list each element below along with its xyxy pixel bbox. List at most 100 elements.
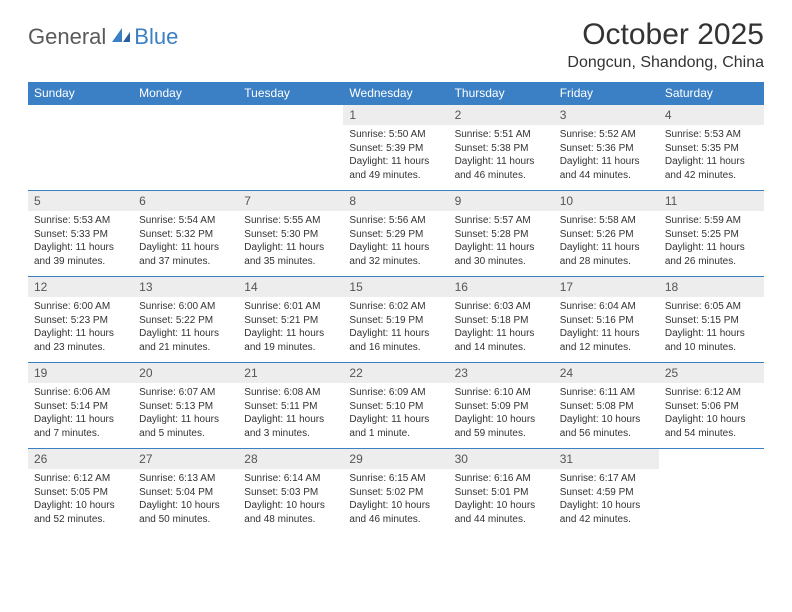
day-ss: Sunset: 5:21 PM <box>244 314 337 328</box>
day-number: 12 <box>28 277 133 297</box>
day-header: Saturday <box>659 82 764 105</box>
day-number: 19 <box>28 363 133 383</box>
day-ss: Sunset: 5:01 PM <box>455 486 548 500</box>
sail-icon <box>110 26 132 49</box>
day-number: 18 <box>659 277 764 297</box>
day-sr: Sunrise: 6:10 AM <box>455 386 548 400</box>
day-data: Sunrise: 5:50 AMSunset: 5:39 PMDaylight:… <box>343 125 448 190</box>
day-sr: Sunrise: 5:51 AM <box>455 128 548 142</box>
day-dl: Daylight: 11 hours and 30 minutes. <box>455 241 548 268</box>
day-dl: Daylight: 11 hours and 28 minutes. <box>560 241 653 268</box>
day-dl: Daylight: 11 hours and 1 minute. <box>349 413 442 440</box>
calendar-body: 1Sunrise: 5:50 AMSunset: 5:39 PMDaylight… <box>28 105 764 535</box>
day-ss: Sunset: 5:03 PM <box>244 486 337 500</box>
day-ss: Sunset: 5:22 PM <box>139 314 232 328</box>
day-header: Sunday <box>28 82 133 105</box>
day-data: Sunrise: 5:56 AMSunset: 5:29 PMDaylight:… <box>343 211 448 276</box>
day-data: Sunrise: 5:57 AMSunset: 5:28 PMDaylight:… <box>449 211 554 276</box>
day-data: Sunrise: 6:11 AMSunset: 5:08 PMDaylight:… <box>554 383 659 448</box>
calendar-cell <box>659 449 764 535</box>
day-sr: Sunrise: 6:02 AM <box>349 300 442 314</box>
day-sr: Sunrise: 5:56 AM <box>349 214 442 228</box>
day-ss: Sunset: 5:33 PM <box>34 228 127 242</box>
calendar-cell: 10Sunrise: 5:58 AMSunset: 5:26 PMDayligh… <box>554 191 659 277</box>
day-number: 6 <box>133 191 238 211</box>
day-number: 8 <box>343 191 448 211</box>
day-ss: Sunset: 5:38 PM <box>455 142 548 156</box>
day-header: Monday <box>133 82 238 105</box>
day-ss: Sunset: 5:14 PM <box>34 400 127 414</box>
calendar-week: 26Sunrise: 6:12 AMSunset: 5:05 PMDayligh… <box>28 449 764 535</box>
day-data: Sunrise: 6:09 AMSunset: 5:10 PMDaylight:… <box>343 383 448 448</box>
day-data: Sunrise: 6:03 AMSunset: 5:18 PMDaylight:… <box>449 297 554 362</box>
calendar-cell: 19Sunrise: 6:06 AMSunset: 5:14 PMDayligh… <box>28 363 133 449</box>
day-data: Sunrise: 6:08 AMSunset: 5:11 PMDaylight:… <box>238 383 343 448</box>
day-ss: Sunset: 5:08 PM <box>560 400 653 414</box>
day-dl: Daylight: 11 hours and 44 minutes. <box>560 155 653 182</box>
day-sr: Sunrise: 6:12 AM <box>34 472 127 486</box>
day-dl: Daylight: 11 hours and 14 minutes. <box>455 327 548 354</box>
day-dl: Daylight: 10 hours and 48 minutes. <box>244 499 337 526</box>
day-sr: Sunrise: 6:07 AM <box>139 386 232 400</box>
day-sr: Sunrise: 6:00 AM <box>34 300 127 314</box>
day-dl: Daylight: 11 hours and 49 minutes. <box>349 155 442 182</box>
calendar-cell: 23Sunrise: 6:10 AMSunset: 5:09 PMDayligh… <box>449 363 554 449</box>
day-header: Wednesday <box>343 82 448 105</box>
calendar-cell: 24Sunrise: 6:11 AMSunset: 5:08 PMDayligh… <box>554 363 659 449</box>
day-data: Sunrise: 6:13 AMSunset: 5:04 PMDaylight:… <box>133 469 238 534</box>
month-title: October 2025 <box>567 18 764 52</box>
day-sr: Sunrise: 5:50 AM <box>349 128 442 142</box>
day-number: 29 <box>343 449 448 469</box>
day-data: Sunrise: 5:53 AMSunset: 5:33 PMDaylight:… <box>28 211 133 276</box>
day-number: 11 <box>659 191 764 211</box>
calendar-cell: 21Sunrise: 6:08 AMSunset: 5:11 PMDayligh… <box>238 363 343 449</box>
day-ss: Sunset: 5:30 PM <box>244 228 337 242</box>
calendar-cell: 15Sunrise: 6:02 AMSunset: 5:19 PMDayligh… <box>343 277 448 363</box>
day-dl: Daylight: 10 hours and 46 minutes. <box>349 499 442 526</box>
day-sr: Sunrise: 6:12 AM <box>665 386 758 400</box>
day-ss: Sunset: 5:29 PM <box>349 228 442 242</box>
day-dl: Daylight: 11 hours and 12 minutes. <box>560 327 653 354</box>
logo-text-general: General <box>28 24 106 50</box>
day-data: Sunrise: 6:12 AMSunset: 5:05 PMDaylight:… <box>28 469 133 534</box>
calendar-cell: 25Sunrise: 6:12 AMSunset: 5:06 PMDayligh… <box>659 363 764 449</box>
day-dl: Daylight: 11 hours and 37 minutes. <box>139 241 232 268</box>
day-number: 21 <box>238 363 343 383</box>
day-header: Friday <box>554 82 659 105</box>
calendar-cell: 20Sunrise: 6:07 AMSunset: 5:13 PMDayligh… <box>133 363 238 449</box>
day-dl: Daylight: 11 hours and 35 minutes. <box>244 241 337 268</box>
day-ss: Sunset: 5:19 PM <box>349 314 442 328</box>
day-data: Sunrise: 6:15 AMSunset: 5:02 PMDaylight:… <box>343 469 448 534</box>
calendar-cell: 30Sunrise: 6:16 AMSunset: 5:01 PMDayligh… <box>449 449 554 535</box>
day-data: Sunrise: 6:02 AMSunset: 5:19 PMDaylight:… <box>343 297 448 362</box>
day-ss: Sunset: 5:05 PM <box>34 486 127 500</box>
day-sr: Sunrise: 5:53 AM <box>665 128 758 142</box>
day-number: 15 <box>343 277 448 297</box>
day-header: Thursday <box>449 82 554 105</box>
day-dl: Daylight: 11 hours and 5 minutes. <box>139 413 232 440</box>
logo: General Blue <box>28 18 178 50</box>
calendar-cell <box>28 105 133 191</box>
day-sr: Sunrise: 5:58 AM <box>560 214 653 228</box>
day-data: Sunrise: 6:12 AMSunset: 5:06 PMDaylight:… <box>659 383 764 448</box>
day-number: 2 <box>449 105 554 125</box>
day-ss: Sunset: 5:13 PM <box>139 400 232 414</box>
day-sr: Sunrise: 5:54 AM <box>139 214 232 228</box>
calendar-cell: 12Sunrise: 6:00 AMSunset: 5:23 PMDayligh… <box>28 277 133 363</box>
day-dl: Daylight: 10 hours and 50 minutes. <box>139 499 232 526</box>
day-ss: Sunset: 5:25 PM <box>665 228 758 242</box>
day-number: 13 <box>133 277 238 297</box>
calendar-cell: 13Sunrise: 6:00 AMSunset: 5:22 PMDayligh… <box>133 277 238 363</box>
day-sr: Sunrise: 6:08 AM <box>244 386 337 400</box>
day-data: Sunrise: 6:14 AMSunset: 5:03 PMDaylight:… <box>238 469 343 534</box>
day-ss: Sunset: 5:18 PM <box>455 314 548 328</box>
calendar-cell: 7Sunrise: 5:55 AMSunset: 5:30 PMDaylight… <box>238 191 343 277</box>
calendar-cell: 28Sunrise: 6:14 AMSunset: 5:03 PMDayligh… <box>238 449 343 535</box>
day-dl: Daylight: 10 hours and 42 minutes. <box>560 499 653 526</box>
day-number: 5 <box>28 191 133 211</box>
title-block: October 2025 Dongcun, Shandong, China <box>567 18 764 72</box>
day-sr: Sunrise: 6:17 AM <box>560 472 653 486</box>
day-number: 9 <box>449 191 554 211</box>
day-dl: Daylight: 11 hours and 7 minutes. <box>34 413 127 440</box>
day-ss: Sunset: 5:36 PM <box>560 142 653 156</box>
